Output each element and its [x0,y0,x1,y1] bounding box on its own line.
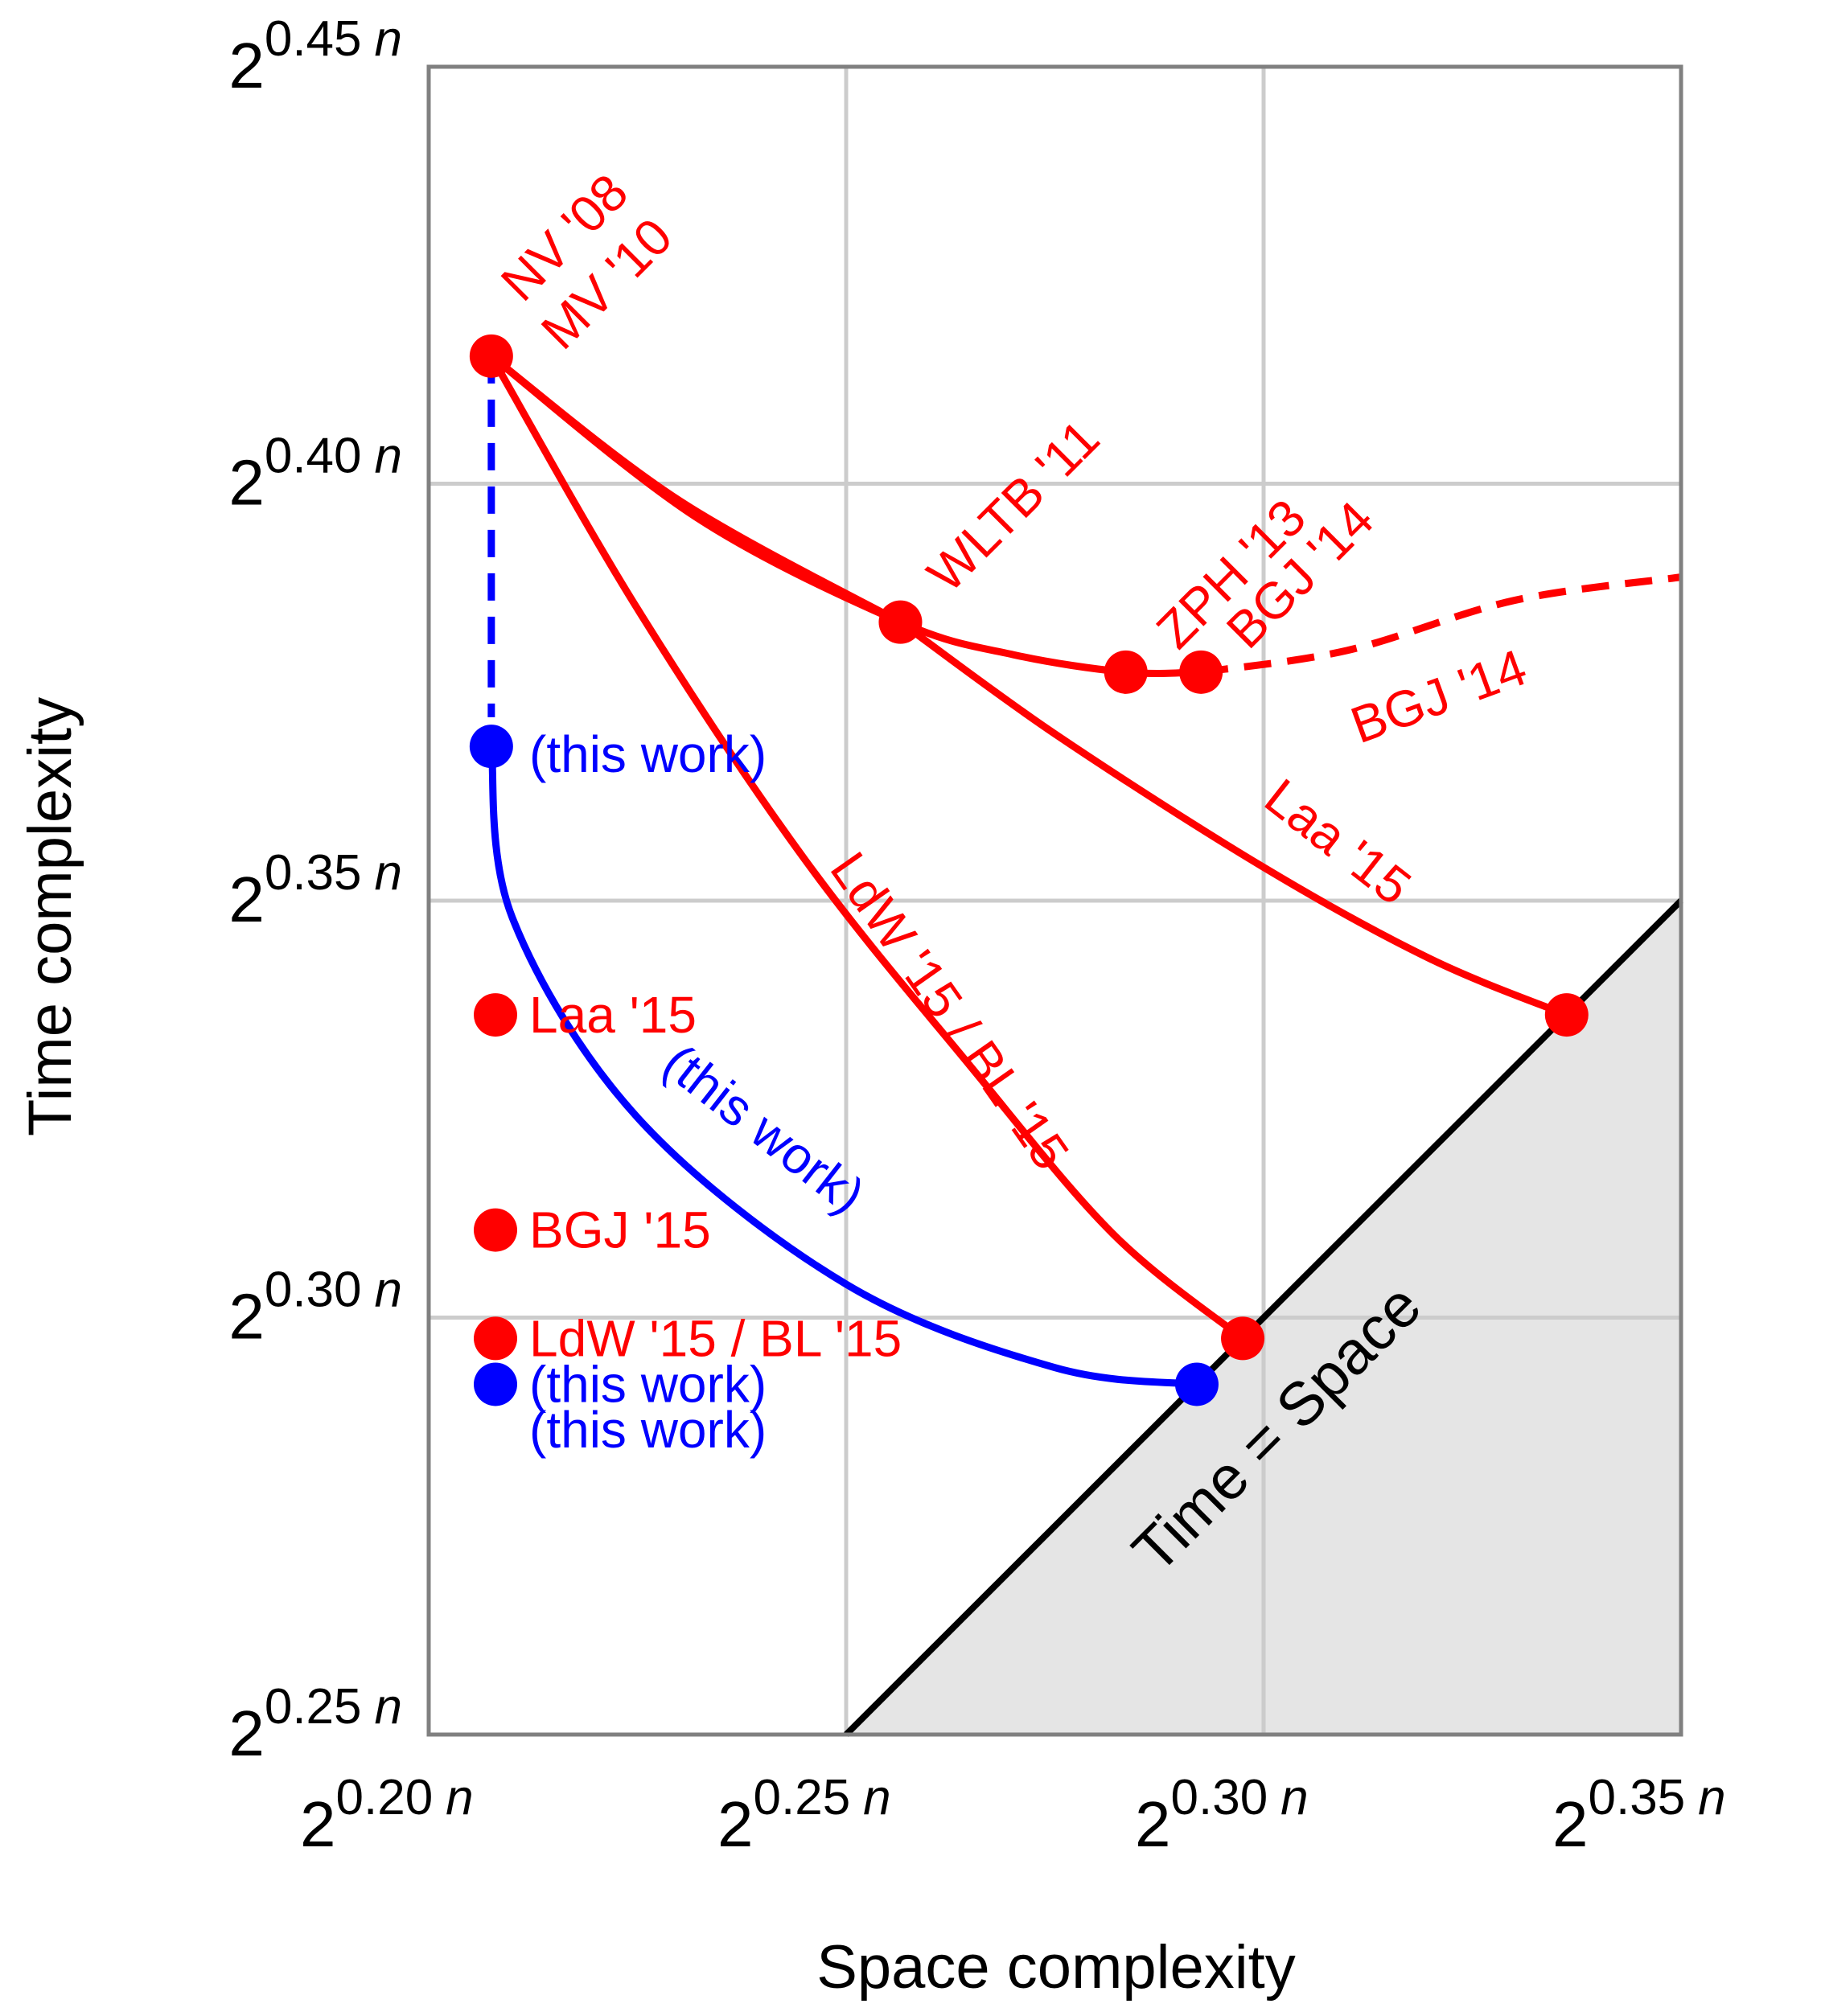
y-tick-label-4: 20.45 n [228,11,402,101]
x-tick-label-2: 20.30 n [1135,1770,1309,1860]
tick-labels: 20.25 n20.30 n20.35 n20.40 n20.45 n20.20 n 20.2… [228,11,1725,1860]
y-tick-label-2-var: n [375,845,402,901]
x-tick-label-3-exp: 0.35 [1589,1770,1686,1825]
prior-curve-2 [1200,573,1682,676]
y-tick-label-2: 20.35 n [228,845,402,935]
y-tick-label-3-base: 2 [228,447,265,519]
frame [426,64,1683,1737]
y-tick-label-0-base: 2 [228,1698,265,1769]
grid [429,67,1681,1735]
y-tick-label-0-var: n [375,1679,402,1735]
time-equals-space-line [844,898,1683,1737]
axis-marker-2 [474,1316,517,1361]
y-tick-label-0: 20.25 n [228,1679,402,1769]
plot-frame [426,64,1683,1737]
annotation-8: (this work) [652,1033,875,1224]
x-tick-label-1: 20.25 n [717,1770,891,1860]
x-tick-label-3-var: n [1698,1770,1725,1825]
this-work-point-7 [469,725,513,769]
x-axis-title: Space complexity [816,1933,1296,2002]
annotation-2: WLTB '11 [916,409,1110,602]
prior-point-3 [1179,650,1223,694]
axis-marker-3 [474,1362,517,1406]
y-tick-label-3-exp: 0.40 [265,429,362,484]
bound-line [844,898,1683,1737]
x-tick-label-2-exp: 0.30 [1171,1770,1268,1825]
y-tick-label-2-exp: 0.35 [265,845,362,901]
y-tick-label-1: 20.30 n [228,1263,402,1353]
prior-point-2 [1104,650,1148,694]
y-tick-label-4-base: 2 [228,30,265,101]
prior-point-4 [1544,993,1589,1037]
axis-marker-1 [474,1208,517,1252]
data-points [469,334,1589,1406]
y-tick-label-1-exp: 0.30 [265,1263,362,1318]
prior-curve-4 [487,354,1245,1341]
y-tick-label-2-base: 2 [228,864,265,935]
axis-marker-0 [474,993,517,1037]
x-tick-label-2-base: 2 [1135,1788,1171,1860]
axis-marker-label-2: LdW '15 / BL '15 [529,1309,902,1367]
y-axis-title: Time complexity [16,697,84,1136]
annotation-7: LdW '15 / BL '15 [820,842,1081,1180]
prior-point-1 [878,600,923,644]
annotation-9: (this work) [529,1401,767,1459]
y-tick-label-1-var: n [375,1263,402,1318]
x-tick-label-1-base: 2 [717,1788,754,1860]
x-tick-label-2-var: n [1280,1770,1308,1825]
axis-marker-label-3: (this work) [529,1355,767,1413]
x-tick-label-3-base: 2 [1552,1788,1589,1860]
this-work-curve-6 [487,745,1198,1388]
x-tick-label-0-var: n [446,1770,473,1825]
x-tick-label-1-var: n [863,1770,890,1825]
x-tick-label-3: 20.35 n [1552,1770,1726,1860]
y-tick-label-4-exp: 0.45 [265,11,362,67]
annotation-5: BGJ '14 [1343,638,1534,754]
x-tick-label-1-exp: 0.25 [754,1770,851,1825]
prior-point-5 [1221,1316,1265,1361]
x-tick-label-0-base: 2 [300,1788,336,1860]
y-tick-label-0-exp: 0.25 [265,1679,362,1735]
y-tick-label-1-base: 2 [228,1281,265,1353]
y-tick-label-3-var: n [375,429,402,484]
annotation-this-work-top: (this work) [529,725,767,783]
x-tick-label-0: 20.20 n [300,1770,474,1860]
prior-point-0 [469,334,513,378]
y-tick-label-3: 20.40 n [228,429,402,519]
axis-marker-label-1: BGJ '15 [529,1201,711,1259]
prior-curve-0 [489,353,902,626]
x-tick-label-0-exp: 0.20 [336,1770,434,1825]
curves [487,353,1682,1388]
prior-curve-3 [898,618,1568,1019]
y-tick-label-4-var: n [375,11,402,67]
axis-marker-label-0: Laa '15 [529,986,697,1044]
this-work-point-6 [1174,1362,1219,1406]
annotation-6: Laa '15 [1254,767,1421,916]
